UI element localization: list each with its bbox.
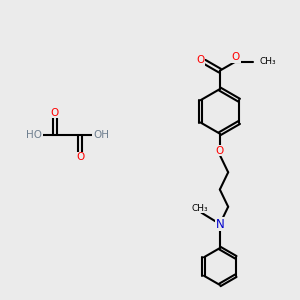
Text: N: N bbox=[215, 218, 224, 230]
Text: O: O bbox=[232, 52, 240, 62]
Text: HO: HO bbox=[26, 130, 42, 140]
Text: O: O bbox=[197, 55, 205, 65]
Text: O: O bbox=[216, 146, 224, 156]
Text: O: O bbox=[76, 152, 84, 162]
Text: O: O bbox=[51, 108, 59, 118]
Text: CH₃: CH₃ bbox=[259, 57, 276, 66]
Text: OH: OH bbox=[93, 130, 109, 140]
Text: CH₃: CH₃ bbox=[192, 204, 208, 213]
